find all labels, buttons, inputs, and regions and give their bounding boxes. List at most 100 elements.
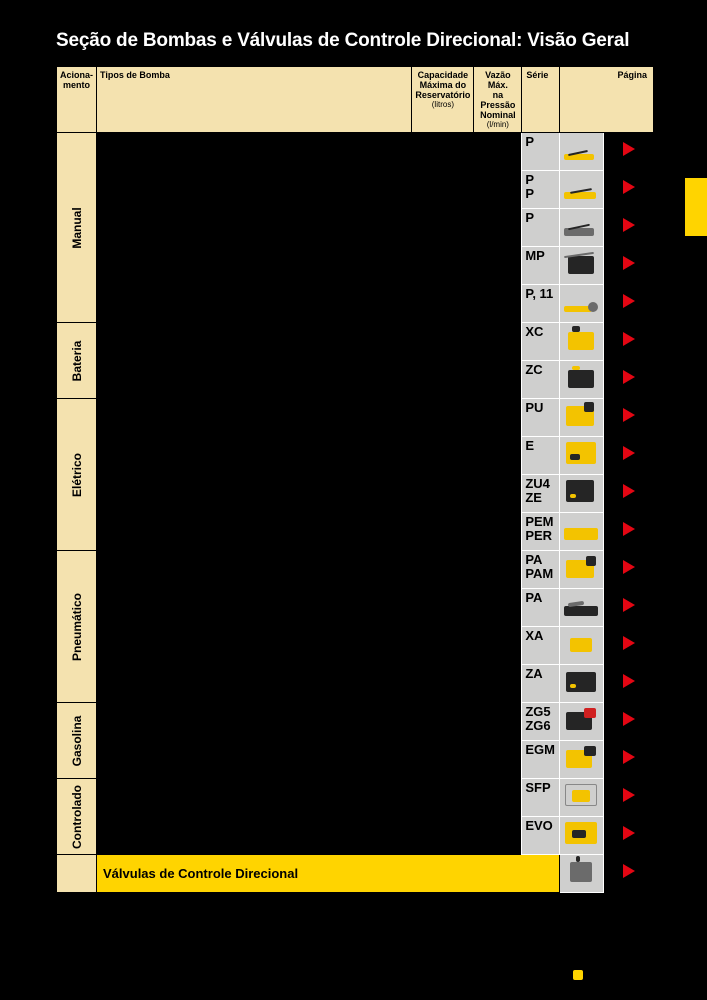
cap-cell [412,323,474,399]
group-label-cell: Elétrico [57,399,97,551]
table-header-row: Aciona- mento Tipos de Bomba Capacidade … [57,67,654,133]
group-label: Controlado [70,785,84,849]
page-link-cell[interactable] [604,399,654,437]
group-label: Bateria [70,340,84,381]
product-thumb-cell [560,437,604,475]
serie-cell: PA [522,589,560,627]
col-hdr-acionamento: Aciona- mento [57,67,97,133]
serie-cell: P [522,133,560,171]
arrow-right-icon [623,142,635,156]
page-link-cell[interactable] [604,513,654,551]
table-row: ManualP [57,133,654,171]
overview-table: Aciona- mento Tipos de Bomba Capacidade … [56,66,654,893]
vaz-cell [474,399,522,551]
page-link-cell[interactable] [604,475,654,513]
page-link-cell[interactable] [604,323,654,361]
product-thumb-cell [560,513,604,551]
product-thumb-cell [560,779,604,817]
arrow-right-icon [623,522,635,536]
vaz-cell [474,703,522,779]
arrow-right-icon [623,332,635,346]
group-label: Manual [70,207,84,248]
page-link-cell[interactable] [604,551,654,589]
tipos-cell [97,703,412,779]
page-link-cell[interactable] [604,589,654,627]
valves-thumb-cell [560,855,604,893]
col-hdr-tipos: Tipos de Bomba [97,67,412,133]
arrow-right-icon [623,484,635,498]
product-thumb-cell [560,475,604,513]
page-link-cell[interactable] [604,247,654,285]
page-link-cell[interactable] [604,285,654,323]
table-row: BateriaXC [57,323,654,361]
serie-cell: P, 11 [522,285,560,323]
table-row: GasolinaZG5 ZG6 [57,703,654,741]
cap-cell [412,399,474,551]
page-link-cell[interactable] [604,779,654,817]
page-link-cell[interactable] [604,209,654,247]
page-link-cell[interactable] [604,741,654,779]
arrow-right-icon [623,218,635,232]
product-thumb-cell [560,741,604,779]
product-thumb-cell [560,209,604,247]
product-thumb-cell [560,171,604,209]
cap-cell [412,779,474,855]
valves-page-link-cell[interactable] [604,855,654,893]
arrow-right-icon [623,256,635,270]
col-hdr-capacidade: Capacidade Máxima do Reservatório(litros… [412,67,474,133]
col-hdr-serie: Série [522,67,560,133]
arrow-right-icon [623,446,635,460]
page-link-cell[interactable] [604,171,654,209]
tipos-cell [97,133,412,323]
page-link-cell[interactable] [604,817,654,855]
page-link-cell[interactable] [604,133,654,171]
serie-cell: XC [522,323,560,361]
vaz-cell [474,551,522,703]
arrow-right-icon [623,750,635,764]
product-thumb-cell [560,133,604,171]
page-link-cell[interactable] [604,627,654,665]
arrow-right-icon [623,598,635,612]
arrow-right-icon [623,560,635,574]
tipos-cell [97,551,412,703]
valves-spacer [57,855,97,893]
serie-cell: ZA [522,665,560,703]
group-label-cell: Manual [57,133,97,323]
page-link-cell[interactable] [604,437,654,475]
group-label-cell: Controlado [57,779,97,855]
arrow-right-icon [623,864,635,878]
table-row: PneumáticoPA PAM [57,551,654,589]
section-tab [685,178,707,236]
tipos-cell [97,399,412,551]
product-thumb-cell [560,665,604,703]
serie-cell: P P [522,171,560,209]
product-thumb-cell [560,817,604,855]
table-row: ElétricoPU [57,399,654,437]
tipos-cell [97,323,412,399]
cap-cell [412,133,474,323]
brand-icon [573,970,583,980]
page-title: Seção de Bombas e Válvulas de Controle D… [56,30,667,52]
product-thumb-cell [560,285,604,323]
group-label: Gasolina [70,715,84,766]
group-label-cell: Bateria [57,323,97,399]
page-link-cell[interactable] [604,665,654,703]
arrow-right-icon [623,712,635,726]
arrow-right-icon [623,408,635,422]
serie-cell: EGM [522,741,560,779]
product-thumb-cell [560,361,604,399]
serie-cell: ZU4 ZE [522,475,560,513]
cap-cell [412,551,474,703]
serie-cell: ZG5 ZG6 [522,703,560,741]
serie-cell: E [522,437,560,475]
page-link-cell[interactable] [604,361,654,399]
serie-cell: PA PAM [522,551,560,589]
vaz-cell [474,323,522,399]
product-thumb-cell [560,399,604,437]
product-thumb-cell [560,589,604,627]
product-thumb-cell [560,551,604,589]
arrow-right-icon [623,788,635,802]
page-link-cell[interactable] [604,703,654,741]
product-thumb-cell [560,247,604,285]
valves-row: Válvulas de Controle Direcional [57,855,654,893]
